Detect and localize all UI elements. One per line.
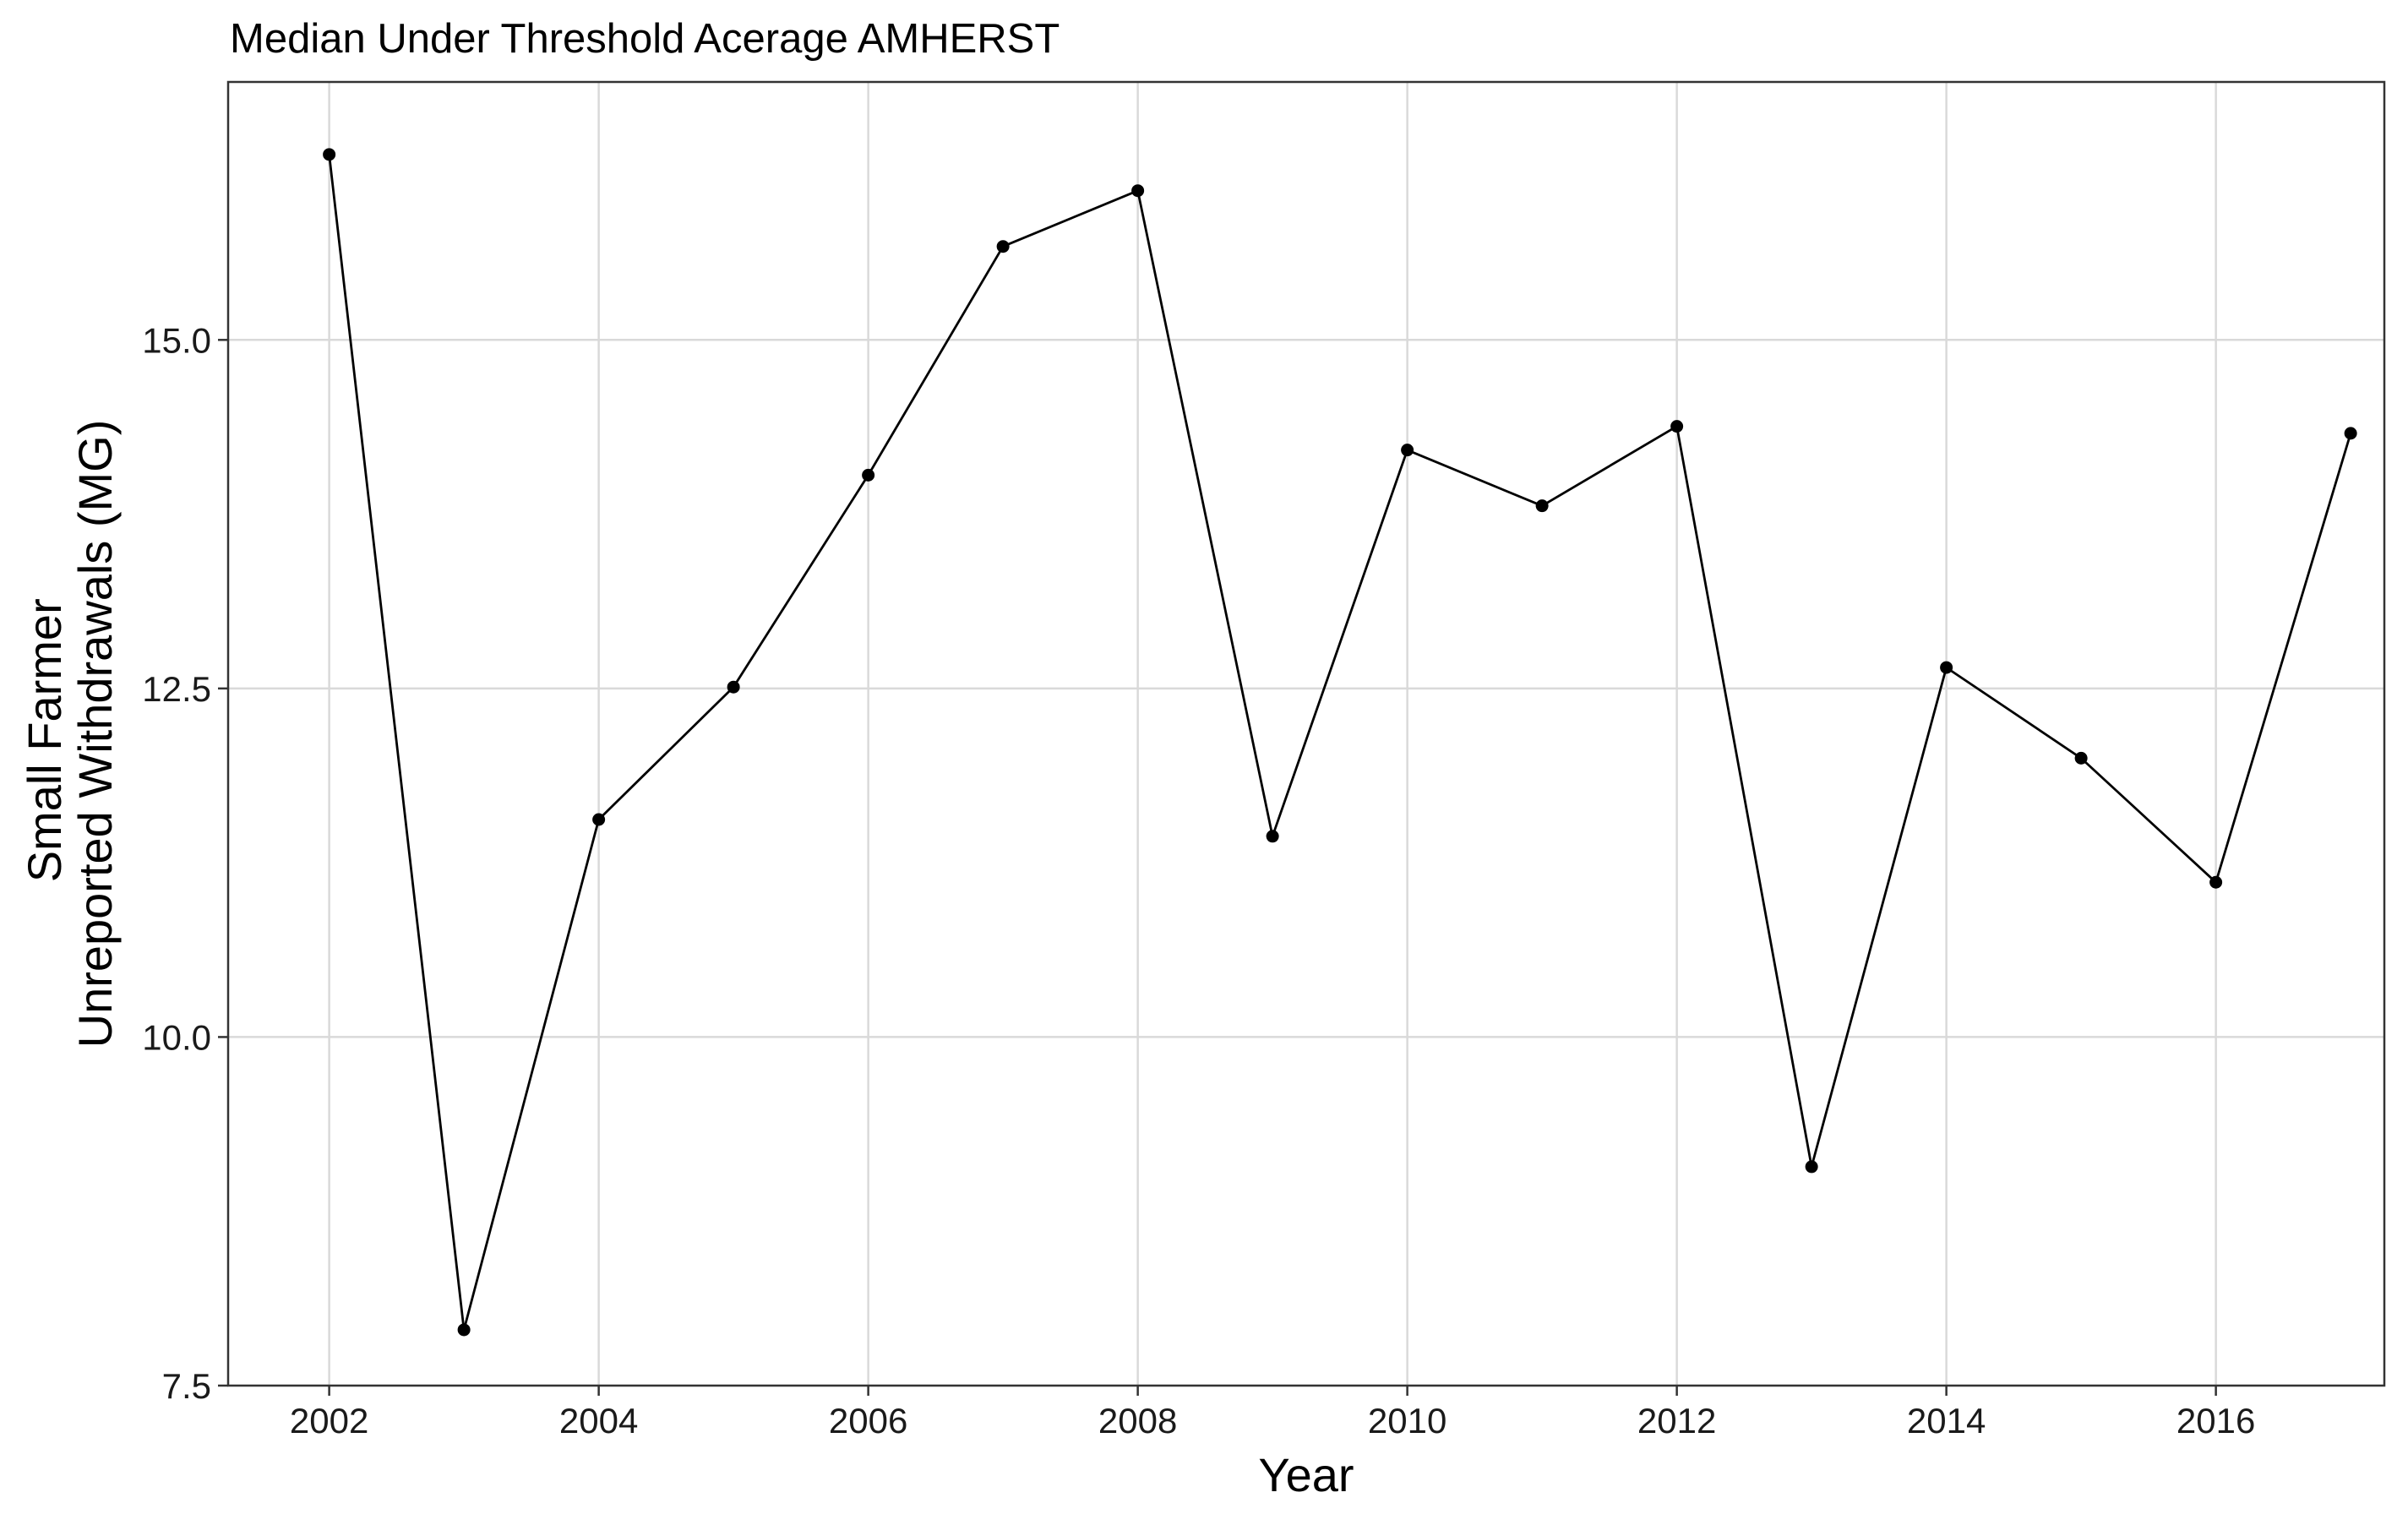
axes: 2002 2004 2006 2008 2010 2012 2014 2016 7.5 10.0 1… (142, 320, 2255, 1441)
y-axis-title-line-2: Unreported Withdrawals (MG) (68, 420, 122, 1048)
data-point (2209, 875, 2223, 889)
x-tick-label: 2014 (1907, 1401, 1986, 1441)
x-tick-label: 2002 (290, 1401, 368, 1441)
y-tick-label: 15.0 (142, 320, 211, 360)
data-point (1535, 499, 1549, 513)
plot-panel-border (226, 80, 2386, 1387)
data-point (996, 240, 1010, 253)
x-tick-label: 2010 (1368, 1401, 1446, 1441)
y-axis-title-line-1: Small Farmer (18, 598, 71, 882)
data-point (1940, 661, 1953, 674)
x-tick-label: 2012 (1637, 1401, 1716, 1441)
y-axis-title: Small Farmer Unreported Withdrawals (MG) (18, 420, 122, 1048)
data-point (457, 1323, 471, 1337)
grid-lines (228, 82, 2384, 1387)
x-tick-label: 2004 (559, 1401, 638, 1441)
data-point (323, 148, 336, 161)
chart-title: Median Under Threshold Acerage AMHERST (230, 16, 1060, 62)
x-tick-label: 2006 (829, 1401, 907, 1441)
series-layer (323, 148, 2357, 1337)
data-point (862, 468, 875, 482)
y-tick-label: 12.5 (142, 669, 211, 709)
data-point (727, 680, 740, 694)
series-line (328, 154, 2352, 1332)
data-point (1266, 830, 1279, 843)
data-point (2074, 751, 2088, 765)
data-point (592, 813, 606, 826)
data-point (1670, 420, 1684, 433)
x-axis-title: Year (1258, 1448, 1354, 1501)
y-tick-label: 10.0 (142, 1017, 211, 1057)
y-tick-label: 7.5 (162, 1366, 211, 1406)
data-point (1401, 444, 1414, 457)
data-point (1805, 1160, 1818, 1174)
data-point (1131, 184, 1145, 198)
data-point (2344, 427, 2357, 440)
x-tick-label: 2008 (1098, 1401, 1177, 1441)
x-tick-label: 2016 (2176, 1401, 2255, 1441)
